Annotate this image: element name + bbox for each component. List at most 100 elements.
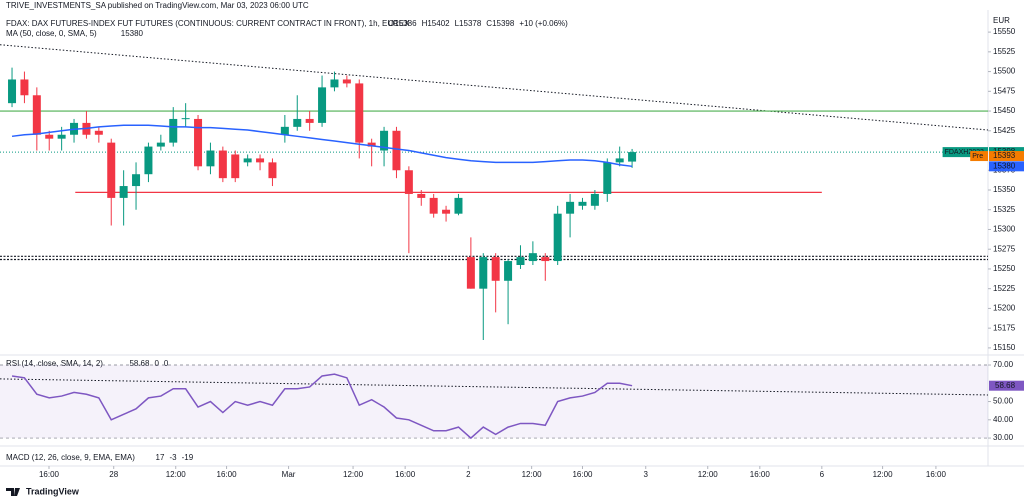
candle-body xyxy=(305,118,314,123)
y-tick-label: 70.00 xyxy=(993,360,1014,369)
ma-title: MA (50, close, 0, SMA, 5) xyxy=(6,29,97,38)
candle-body xyxy=(504,261,513,281)
x-tick-label: 16:00 xyxy=(572,470,593,479)
candle-body xyxy=(169,118,178,143)
y-tick-label: 15200 xyxy=(993,304,1016,313)
x-tick-label: 16:00 xyxy=(926,470,947,479)
y-tick-label: 40.00 xyxy=(993,415,1014,424)
macd-value: -3 xyxy=(169,453,177,462)
candle-body xyxy=(268,162,277,179)
rsi-legend-value: 0 xyxy=(164,359,169,368)
x-tick-label: 16:00 xyxy=(750,470,771,479)
rsi-legend-value: 0 xyxy=(154,359,159,368)
candle-body xyxy=(553,213,562,262)
candle-body xyxy=(243,158,252,163)
rsi-band xyxy=(0,365,988,439)
candle-body xyxy=(442,209,451,214)
price-tag-value: 15393 xyxy=(993,151,1016,160)
macd-value: -19 xyxy=(182,453,194,462)
macd-title: MACD (12, 26, close, 9, EMA, EMA) xyxy=(6,453,135,462)
x-tick-label: 16:00 xyxy=(39,470,60,479)
candle-body xyxy=(429,197,438,214)
candle-body xyxy=(132,174,141,187)
y-tick-label: 15275 xyxy=(993,244,1016,253)
price-tag-name: Pre xyxy=(972,153,983,160)
ohlc-value: H15402 xyxy=(422,19,451,28)
x-tick-label: 2 xyxy=(466,470,471,479)
candle-body xyxy=(590,193,599,206)
x-tick-label: 16:00 xyxy=(395,470,416,479)
candle-body xyxy=(94,130,103,135)
candle-body xyxy=(8,79,17,104)
rsi-line xyxy=(11,373,633,440)
y-tick-label: 50.00 xyxy=(993,397,1014,406)
candle-body xyxy=(491,257,500,281)
value-tag xyxy=(989,380,1024,391)
candle-body xyxy=(330,79,339,88)
candle-body xyxy=(355,83,364,143)
candle-body xyxy=(342,79,351,84)
candle-body xyxy=(528,253,537,262)
price-tag-value: 15380 xyxy=(993,161,1016,170)
y-tick-label: 15550 xyxy=(993,27,1016,36)
candle-body xyxy=(280,126,289,135)
y-tick-label: 15500 xyxy=(993,67,1016,76)
candle-body xyxy=(144,146,153,175)
symbol: FDAX: DAX FUTURES-INDEX FUT FUTURES (CON… xyxy=(6,19,410,28)
candle-body xyxy=(181,118,190,120)
candle-body xyxy=(479,257,488,289)
y-tick-label: 15425 xyxy=(993,126,1016,135)
candle-body xyxy=(194,118,203,167)
candle-body xyxy=(218,150,227,179)
x-tick-label: 12:00 xyxy=(522,470,543,479)
candle-body xyxy=(392,130,401,171)
candle-body xyxy=(516,257,525,265)
price-tag-name: FDAXH2023 xyxy=(945,149,984,156)
macd-value: 17 xyxy=(156,453,165,462)
candle-body xyxy=(20,79,29,96)
price-tag xyxy=(989,151,1024,162)
price-tag-name-bg xyxy=(942,147,988,158)
x-tick-label: 12:00 xyxy=(166,470,187,479)
y-tick-label: 15225 xyxy=(993,284,1016,293)
candle-body xyxy=(318,87,327,123)
x-tick-label: 3 xyxy=(644,470,649,479)
currency: EUR xyxy=(993,16,1010,25)
moving-average xyxy=(11,124,633,168)
candle-body xyxy=(256,158,265,163)
candle-body xyxy=(615,158,624,163)
y-tick-label: 15175 xyxy=(993,323,1016,332)
candle-body xyxy=(628,152,637,162)
y-tick-label: 30.00 xyxy=(993,433,1014,442)
candle-body xyxy=(404,170,413,194)
x-tick-label: 12:00 xyxy=(873,470,894,479)
candle-body xyxy=(367,142,376,147)
x-tick-label: 12:00 xyxy=(698,470,719,479)
candle-body xyxy=(156,142,165,147)
candle-body xyxy=(293,118,302,127)
candle-body xyxy=(119,186,128,198)
candle-body xyxy=(32,95,41,135)
x-tick-label: 12:00 xyxy=(343,470,364,479)
ohlc-value: L15378 xyxy=(455,19,482,28)
candle-body xyxy=(541,257,550,262)
candle-body xyxy=(603,162,612,194)
x-tick-label: 6 xyxy=(820,470,825,479)
candle-body xyxy=(57,134,66,139)
y-tick-label: 15450 xyxy=(993,106,1016,115)
y-tick-label: 15250 xyxy=(993,264,1016,273)
candle-body xyxy=(417,193,426,198)
footer: TradingView xyxy=(26,486,80,496)
price-tag xyxy=(989,161,1024,172)
price-tag-name-bg xyxy=(970,151,988,162)
y-tick-label: 15525 xyxy=(993,47,1016,56)
candle-body xyxy=(578,201,587,206)
ohlc-value: C15398 xyxy=(486,19,515,28)
x-tick-label: Mar xyxy=(282,470,296,479)
y-tick-label: 15325 xyxy=(993,205,1016,214)
candle-body xyxy=(45,134,54,139)
candle-body xyxy=(380,130,389,151)
ma-value: 15380 xyxy=(121,29,144,38)
